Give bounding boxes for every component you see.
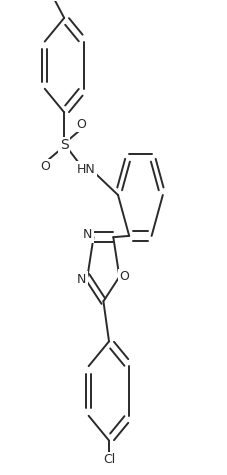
Text: S: S [60, 138, 69, 152]
Text: HN: HN [77, 162, 96, 176]
Text: O: O [40, 160, 50, 173]
Text: O: O [119, 270, 129, 283]
Text: N: N [77, 273, 86, 285]
Text: O: O [76, 118, 86, 131]
Text: N: N [83, 228, 93, 241]
Text: Cl: Cl [103, 453, 115, 466]
